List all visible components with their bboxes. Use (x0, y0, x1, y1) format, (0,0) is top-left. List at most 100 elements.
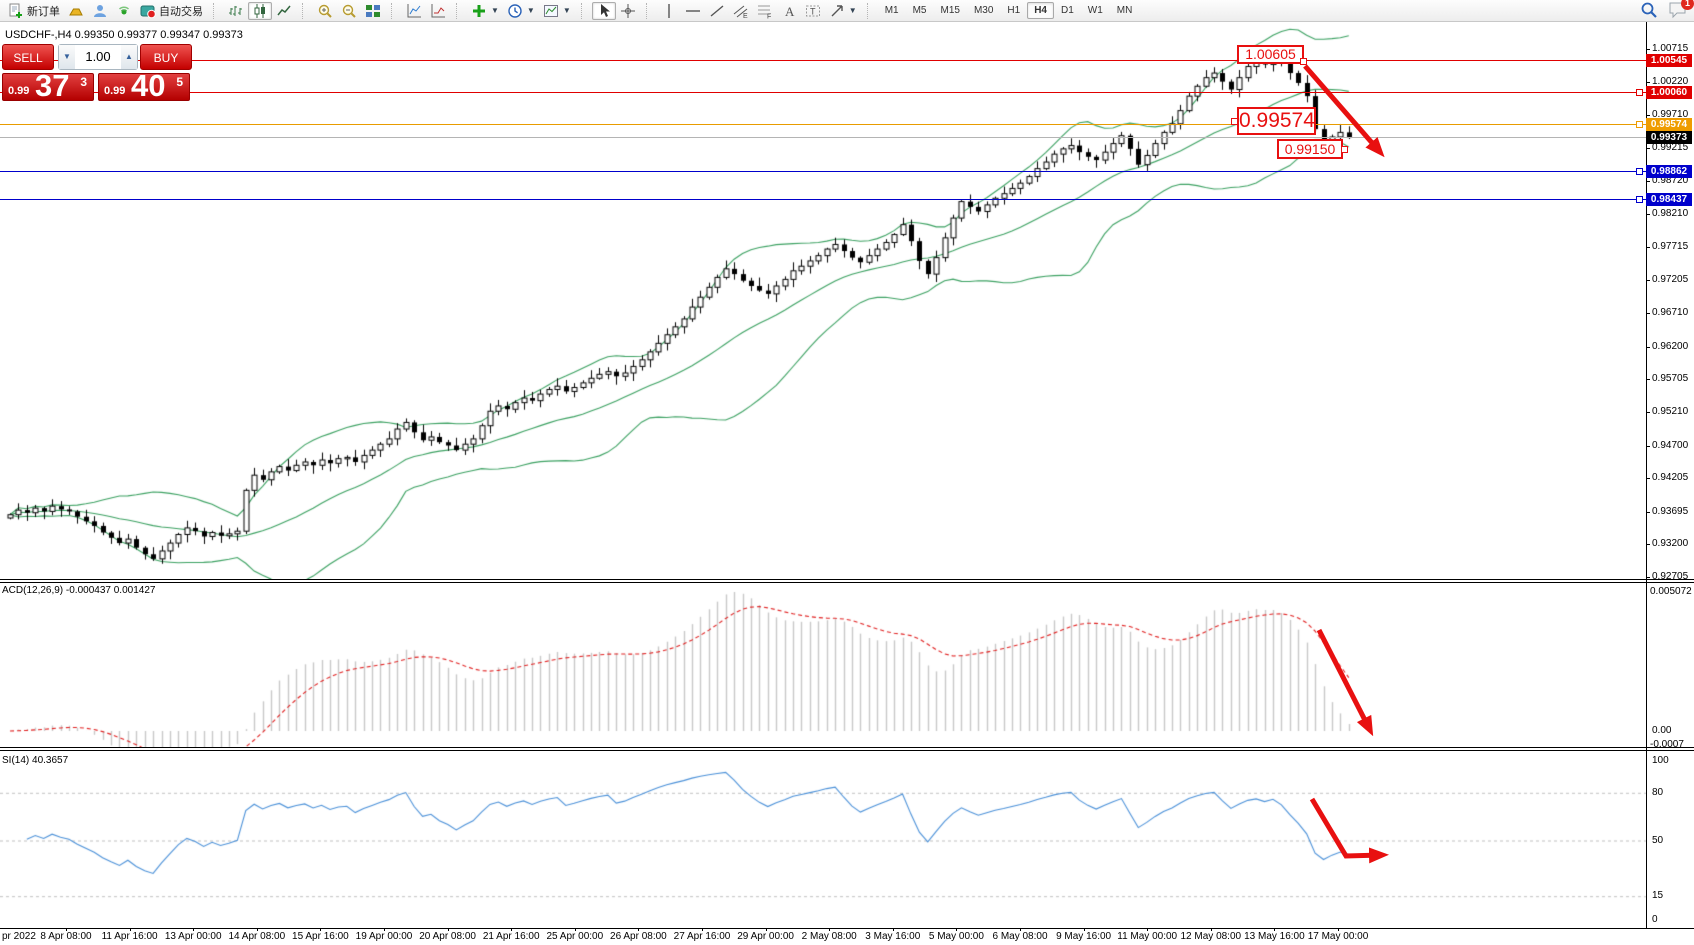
rsi-panel-canvas[interactable] (0, 752, 1646, 928)
main-chart-canvas[interactable] (0, 22, 1646, 579)
time-tick (638, 928, 640, 931)
svg-text:F: F (767, 13, 771, 19)
period-button[interactable]: ▼ (503, 2, 539, 20)
price-tick-label: 0.97715 (1652, 240, 1689, 252)
sell-price-big: 37 (35, 68, 70, 103)
price-tick (1646, 445, 1650, 447)
chevron-down-icon[interactable]: ▼ (491, 6, 499, 15)
crosshair-button[interactable] (616, 2, 640, 20)
signals-button[interactable] (112, 2, 136, 20)
community-button[interactable] (88, 2, 112, 20)
panel-separator-macd[interactable] (0, 579, 1694, 583)
price-tick (1646, 147, 1650, 149)
time-tick (1338, 928, 1339, 931)
annotation-peak-price[interactable]: 1.00605 (1237, 45, 1304, 64)
sell-price-tile[interactable]: 0.99 37 3 (2, 68, 94, 103)
buy-price-tile[interactable]: 0.99 40 5 (98, 68, 190, 103)
cursor-button[interactable] (591, 1, 616, 20)
annotation-resistance-price[interactable]: 0.99574 (1237, 107, 1316, 135)
price-tick (1646, 115, 1650, 117)
vline-button[interactable] (657, 2, 681, 20)
panel-separator-rsi[interactable] (0, 747, 1694, 751)
annotation-handle[interactable] (1341, 146, 1348, 153)
time-tick (66, 928, 67, 931)
price-level-badge: 0.98437 (1646, 192, 1692, 206)
chevron-down-icon[interactable]: ▼ (848, 6, 857, 15)
annotation-handle[interactable] (1300, 58, 1307, 65)
time-label: 2 May 08:00 (801, 931, 857, 942)
timeframe-h4[interactable]: H4 (1027, 2, 1054, 19)
hline-0.98862[interactable] (0, 171, 1646, 173)
price-level-badge: 0.98862 (1646, 164, 1692, 178)
macd-panel-canvas[interactable] (0, 584, 1646, 747)
search-icon[interactable] (1640, 1, 1658, 24)
zoom-in-button[interactable] (313, 2, 337, 20)
time-label: 11 May 00:00 (1117, 931, 1178, 942)
fibonacci-button[interactable]: F (753, 2, 777, 20)
time-label: 19 Apr 00:00 (355, 931, 413, 942)
zoom-out-icon (341, 3, 357, 19)
time-axis-line (0, 928, 1694, 929)
gold-button[interactable] (64, 2, 88, 20)
volume-down-button[interactable]: ▼ (59, 45, 75, 69)
sell-button[interactable]: SELL (2, 44, 54, 70)
price-tick-label: 0.94205 (1652, 472, 1689, 484)
chevron-down-icon[interactable]: ▼ (562, 6, 571, 15)
channel-button[interactable]: E (729, 2, 753, 20)
hline-1.0006[interactable] (0, 92, 1646, 94)
timeframe-d1[interactable]: D1 (1061, 5, 1074, 16)
price-tick (1646, 478, 1650, 480)
toolbar-separator (580, 2, 588, 19)
volume-value[interactable]: 1.00 (85, 49, 111, 64)
time-tick (193, 928, 195, 931)
hline-0.99574[interactable] (0, 124, 1646, 126)
autotrade-button[interactable]: 自动交易 (136, 2, 207, 20)
timeframe-m30[interactable]: M30 (973, 5, 994, 16)
time-label: 21 Apr 16:00 (482, 931, 540, 942)
add-indicator-button[interactable]: ▼ (467, 2, 503, 20)
arrows-button[interactable]: ▼ (825, 2, 861, 20)
time-label: 15 Apr 16:00 (292, 931, 349, 942)
timeframe-mn[interactable]: MN (1116, 5, 1133, 16)
annotation-handle[interactable] (1231, 118, 1238, 125)
timeframe-h1[interactable]: H1 (1007, 5, 1021, 16)
zoom-out-button[interactable] (337, 2, 361, 20)
new-order-button[interactable]: 新订单 (4, 2, 64, 20)
notification-badge[interactable]: 1 (1681, 0, 1694, 10)
volume-up-button[interactable]: ▲ (121, 45, 137, 69)
rsi-level-label: 15 (1652, 890, 1664, 902)
hline-1.00545[interactable] (0, 60, 1646, 62)
hline-0.99373[interactable] (0, 137, 1646, 139)
time-tick (574, 928, 576, 931)
line-handle[interactable] (1636, 168, 1643, 176)
candlestick-icon (252, 3, 268, 19)
timeframe-w1[interactable]: W1 (1087, 5, 1103, 16)
line-chart-button[interactable] (272, 2, 296, 20)
timeframe-m15[interactable]: M15 (940, 5, 960, 16)
template-button[interactable]: ▼ (539, 2, 575, 20)
price-tick-label: 1.00715 (1652, 43, 1689, 54)
tile-windows-button[interactable] (361, 2, 385, 20)
rsi-level-label: 80 (1652, 786, 1664, 798)
line-handle[interactable] (1636, 121, 1643, 129)
text-label-button[interactable]: T (801, 2, 825, 20)
trendline-button[interactable] (705, 2, 729, 20)
fibonacci-icon: F (757, 3, 773, 19)
hline-button[interactable] (681, 2, 705, 20)
indicator-window-button[interactable] (426, 2, 450, 20)
indicators-button[interactable] (402, 2, 426, 20)
line-handle[interactable] (1636, 196, 1643, 204)
bar-chart-button[interactable] (224, 2, 248, 20)
chevron-down-icon[interactable]: ▼ (526, 6, 535, 15)
text-button[interactable]: A (777, 2, 801, 20)
candlestick-button[interactable] (248, 1, 272, 20)
timeframe-m5[interactable]: M5 (912, 5, 927, 16)
line-handle[interactable] (1636, 89, 1643, 97)
timeframe-m1[interactable]: M1 (884, 5, 899, 16)
hline-0.98437[interactable] (0, 199, 1646, 201)
text-label-icon: T (805, 3, 821, 19)
time-label: 5 May 00:00 (928, 931, 984, 942)
annotation-support-price[interactable]: 0.99150 (1277, 139, 1343, 159)
chat-icon[interactable]: 1 (1668, 0, 1694, 24)
buy-button[interactable]: BUY (140, 44, 192, 70)
